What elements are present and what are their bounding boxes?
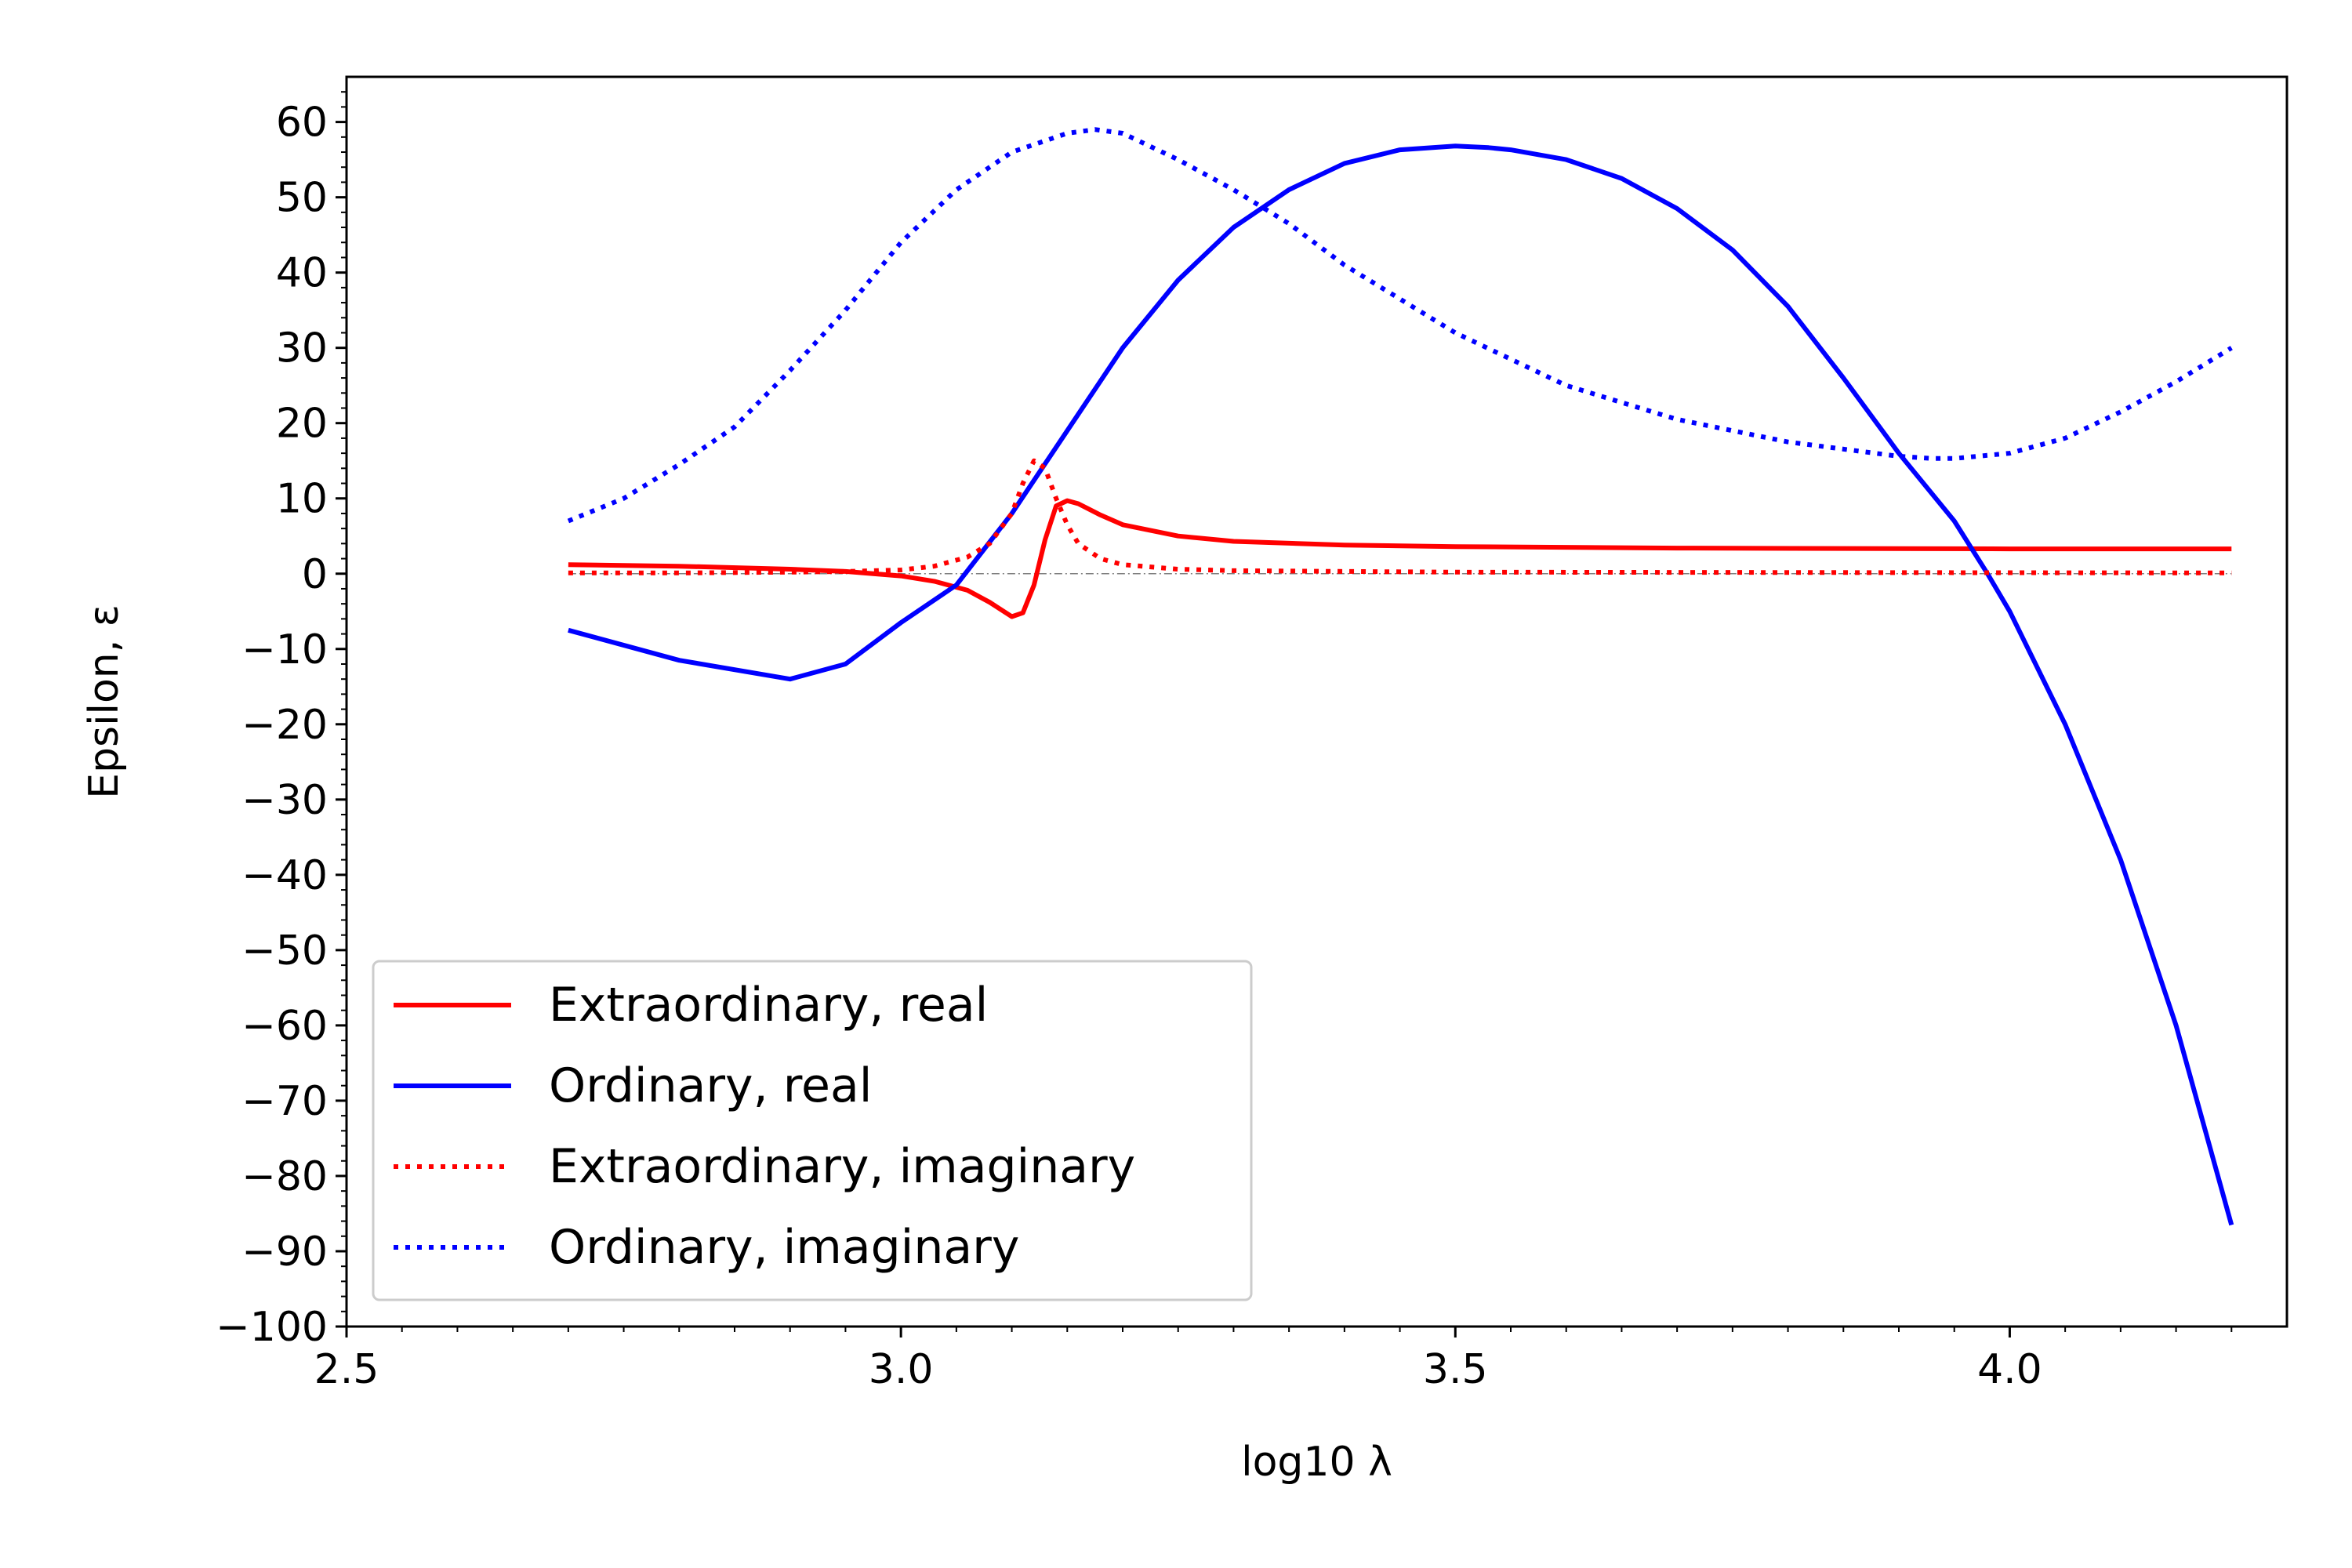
legend-label: Extraordinary, real bbox=[549, 978, 988, 1033]
y-tick-label: −60 bbox=[241, 1003, 328, 1050]
y-tick-label: −50 bbox=[241, 927, 328, 975]
legend-box bbox=[372, 960, 1253, 1301]
y-tick-label: −10 bbox=[241, 626, 328, 673]
y-tick-label: −30 bbox=[241, 777, 328, 824]
series-line-extraordinary-imaginary bbox=[568, 458, 2232, 575]
x-tick-label: 3.5 bbox=[1423, 1346, 1488, 1393]
y-axis: 60 50 40 30 20 10 0 −10 −20 −30 −40 −50 −60 −70 −80 −90… bbox=[216, 91, 347, 1351]
y-tick-label: −90 bbox=[241, 1229, 328, 1276]
legend-label: Extraordinary, imaginary bbox=[549, 1139, 1135, 1194]
y-tick-label: 30 bbox=[276, 325, 328, 372]
x-tick-label: 4.0 bbox=[1977, 1346, 2042, 1393]
y-tick-label: −80 bbox=[241, 1153, 328, 1200]
y-tick-label: 40 bbox=[276, 250, 328, 297]
y-tick-label: 10 bbox=[276, 476, 328, 523]
legend-label: Ordinary, real bbox=[549, 1058, 872, 1113]
series-line-extraordinary-real bbox=[568, 498, 2232, 619]
x-tick-label: 2.5 bbox=[314, 1346, 379, 1393]
x-axis: 2.5 3.0 3.5 4.0 bbox=[314, 1327, 2233, 1393]
y-tick-label: −40 bbox=[241, 852, 328, 899]
series-layer bbox=[567, 127, 2234, 1226]
y-tick-label: 50 bbox=[276, 175, 328, 222]
y-axis-label: Epsilon, ε bbox=[81, 604, 128, 799]
x-tick-label: 3.0 bbox=[869, 1346, 934, 1393]
plot-frame bbox=[345, 75, 2288, 1328]
y-tick-label: 20 bbox=[276, 401, 328, 448]
x-axis-label: log10 λ bbox=[1241, 1439, 1392, 1486]
y-tick-label: 0 bbox=[302, 551, 328, 598]
y-tick-label: −100 bbox=[216, 1304, 328, 1351]
y-tick-label: −20 bbox=[241, 702, 328, 749]
legend-label: Ordinary, imaginary bbox=[549, 1220, 1019, 1275]
y-tick-label: 60 bbox=[276, 100, 328, 147]
y-tick-label: −70 bbox=[241, 1078, 328, 1125]
legend: Extraordinary, real Ordinary, real Extraor… bbox=[372, 960, 1253, 1301]
